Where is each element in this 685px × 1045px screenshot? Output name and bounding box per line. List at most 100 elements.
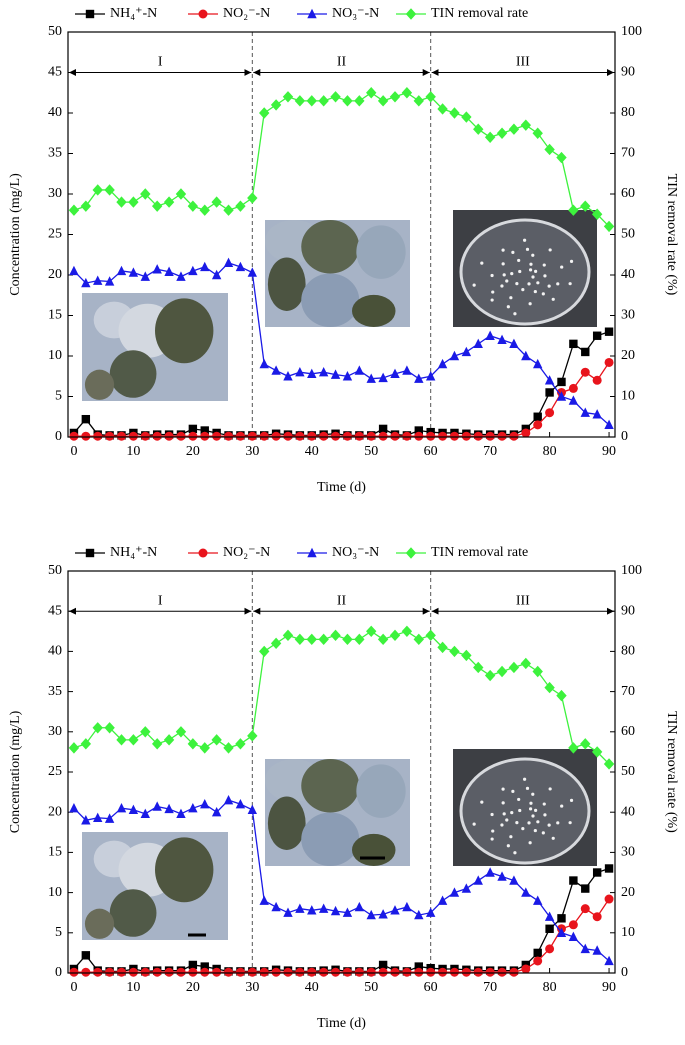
granule (543, 813, 547, 817)
data-point (270, 99, 282, 111)
granule (472, 283, 476, 287)
data-point (116, 734, 127, 746)
data-point (128, 734, 139, 746)
data-point (318, 903, 329, 913)
y-tick-label: 0 (55, 965, 62, 980)
data-point (307, 967, 317, 977)
data-point (366, 625, 377, 637)
data-point (532, 665, 543, 678)
granule (490, 837, 494, 841)
data-point (235, 200, 246, 212)
y2-tick-label: 70 (621, 146, 635, 161)
data-point (521, 428, 531, 438)
granule (510, 810, 514, 815)
granule (529, 262, 533, 266)
data-point (140, 271, 150, 281)
data-point (282, 91, 294, 103)
data-point (366, 373, 376, 383)
data-point (557, 914, 566, 923)
data-point (426, 431, 436, 441)
data-point (318, 367, 329, 377)
data-point (224, 431, 234, 441)
data-point (247, 431, 257, 441)
data-point (224, 967, 234, 977)
y2-tick-label: 40 (621, 804, 635, 819)
y-tick-label: 25 (48, 764, 62, 779)
series-line (73, 867, 610, 973)
granule (509, 296, 513, 300)
data-point (354, 967, 364, 977)
data-point (164, 967, 174, 977)
data-point (259, 895, 269, 905)
data-point (331, 431, 341, 441)
x-tick-label: 30 (245, 980, 259, 995)
data-point (485, 867, 495, 877)
data-point (545, 388, 554, 397)
granule (548, 248, 552, 252)
granule (490, 298, 494, 302)
data-point (188, 424, 198, 434)
data-point (532, 127, 543, 139)
data-point (402, 365, 412, 375)
granule (491, 290, 495, 294)
legend-label: NH₄⁺-N (110, 545, 157, 560)
data-point (342, 371, 353, 381)
y-tick-label: 30 (48, 724, 62, 739)
y2-tick-label: 0 (621, 965, 628, 980)
data-point (556, 689, 567, 702)
granule (356, 764, 406, 818)
data-point (223, 257, 234, 268)
data-point (93, 431, 103, 441)
data-point (212, 967, 222, 977)
data-point (330, 91, 341, 103)
granule (301, 812, 360, 866)
data-point (604, 357, 614, 367)
data-point (521, 350, 531, 361)
legend-label: NH₄⁺-N (110, 6, 157, 21)
data-point (389, 91, 401, 103)
data-point (533, 956, 543, 966)
data-point (461, 431, 471, 441)
data-point (116, 265, 127, 276)
petri-dish (459, 757, 591, 865)
data-point (211, 196, 222, 208)
data-point (592, 945, 602, 955)
data-point (425, 907, 436, 917)
data-point (270, 637, 282, 650)
granule (531, 814, 535, 818)
granule (510, 271, 514, 276)
granule (109, 350, 157, 398)
granule (521, 288, 525, 292)
x-tick-label: 0 (70, 980, 77, 995)
granule (534, 808, 538, 812)
data-point (342, 907, 353, 917)
data-point (461, 111, 472, 123)
data-point (497, 967, 507, 977)
data-point (414, 426, 423, 435)
data-point (307, 905, 317, 915)
y2-tick-label: 40 (621, 267, 635, 282)
data-point (485, 431, 495, 441)
data-point (509, 338, 519, 349)
data-point (378, 909, 388, 919)
y-tick-label: 0 (55, 429, 62, 444)
granule (505, 279, 509, 283)
data-point (354, 633, 365, 646)
y-tick-label: 20 (48, 804, 62, 819)
data-point (200, 962, 209, 971)
y2-tick-label: 60 (621, 186, 635, 201)
x-tick-label: 40 (305, 444, 319, 459)
granule (547, 284, 551, 288)
data-point (378, 372, 388, 383)
data-point (580, 738, 591, 750)
data-point (342, 967, 352, 977)
x-tick-label: 80 (543, 444, 557, 459)
data-point (449, 350, 460, 361)
data-point (414, 967, 424, 977)
y-tick-label: 15 (48, 308, 62, 323)
data-point (282, 629, 294, 642)
data-point (603, 220, 615, 233)
data-point (545, 944, 555, 954)
data-point (520, 657, 532, 670)
data-point (235, 798, 246, 809)
